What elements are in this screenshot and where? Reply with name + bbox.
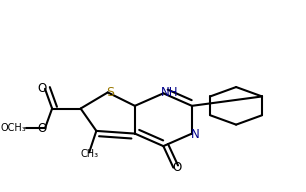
Text: O: O (172, 161, 181, 174)
Text: S: S (106, 86, 115, 99)
Text: OCH₃: OCH₃ (0, 123, 26, 133)
Text: O: O (37, 122, 46, 135)
Text: O: O (37, 82, 46, 95)
Text: CH₃: CH₃ (80, 149, 98, 159)
Text: N: N (190, 128, 199, 141)
Text: NH: NH (161, 86, 178, 99)
